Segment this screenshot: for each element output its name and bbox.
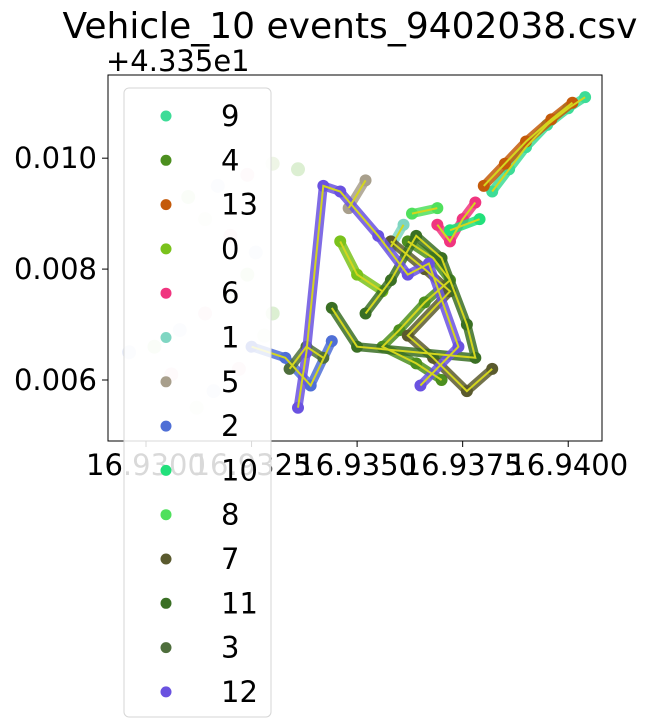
legend-marker-6 (160, 287, 172, 299)
overlay-line-13 (483, 101, 574, 187)
legend-label-13: 13 (221, 188, 258, 222)
legend-marker-3 (160, 642, 172, 654)
legend-label-4: 4 (221, 143, 239, 177)
y-tick-label: 0.006 (14, 363, 97, 397)
axes-frame (107, 74, 603, 442)
overlay-line-9 (491, 96, 586, 193)
data-point-5 (359, 174, 372, 187)
legend-label-3: 3 (221, 631, 239, 665)
y-tick-label: 0.008 (14, 252, 97, 286)
overlay-line-4 (380, 240, 452, 381)
pale-point (291, 162, 305, 177)
overlay-line-8 (411, 207, 438, 215)
data-point-2 (325, 335, 338, 348)
legend-marker-0 (160, 243, 172, 255)
legend-marker-5 (160, 376, 172, 388)
legend-label-0: 0 (221, 232, 239, 266)
overlay-line-7 (390, 240, 493, 393)
legend-marker-8 (160, 509, 172, 521)
legend-label-10: 10 (221, 453, 258, 487)
legend-label-11: 11 (221, 586, 258, 620)
legend-marker-10 (160, 464, 172, 476)
legend-label-8: 8 (221, 498, 239, 532)
data-point-8 (431, 202, 444, 215)
legend-label-7: 7 (221, 542, 239, 576)
data-point-9 (579, 91, 592, 104)
y-offset-label: +4.335e1 (106, 44, 250, 78)
x-tick-label: 16.9375 (403, 448, 523, 482)
legend: 9 4 13 0 6 1 5 2 10 8 7 11 3 12 (123, 87, 272, 718)
legend-label-12: 12 (221, 675, 258, 709)
x-tick-label: 16.9350 (297, 448, 417, 482)
overlay-line-10 (449, 218, 480, 232)
legend-marker-13 (160, 199, 172, 211)
overlay-line-11 (330, 234, 477, 359)
data-point-12 (292, 401, 304, 414)
data-point-0 (334, 235, 347, 248)
data-point-8 (406, 207, 418, 220)
legend-label-6: 6 (221, 276, 239, 310)
legend-label-2: 2 (221, 409, 239, 443)
x-tick-label: 16.9400 (508, 448, 628, 482)
legend-box (123, 87, 272, 718)
series-path-0 (335, 236, 387, 296)
legend-marker-12 (160, 686, 172, 698)
legend-marker-1 (160, 332, 172, 343)
y-tick-label: 0.010 (14, 141, 97, 175)
data-point-11 (325, 301, 338, 314)
legend-marker-11 (160, 597, 172, 609)
legend-marker-2 (160, 420, 172, 432)
chart-title: Vehicle_10 events_9402038.csv (63, 6, 638, 47)
legend-label-5: 5 (221, 365, 239, 399)
legend-marker-7 (160, 553, 172, 565)
overlay-line-12 (297, 184, 460, 408)
legend-marker-4 (160, 154, 172, 166)
legend-items: 9 4 13 0 6 1 5 2 10 8 7 11 3 12 (160, 99, 258, 709)
legend-marker-9 (160, 110, 172, 122)
overlay-line-6 (436, 201, 477, 244)
legend-label-9: 9 (221, 99, 239, 133)
overlay-line-0 (339, 240, 383, 293)
legend-label-1: 1 (221, 321, 239, 355)
